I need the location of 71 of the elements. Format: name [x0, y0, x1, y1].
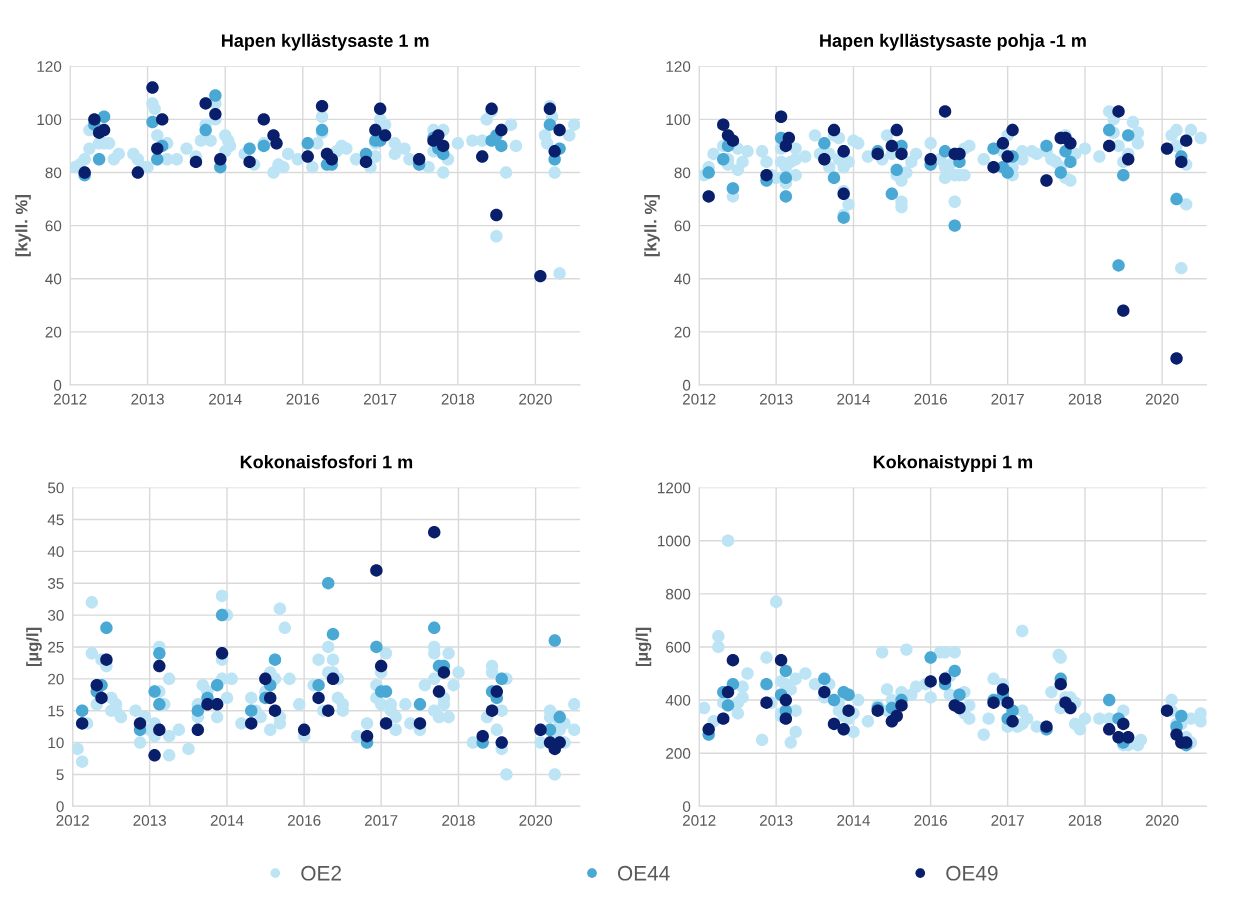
y-tick-label: 60 — [674, 220, 691, 232]
x-tick-label: 2017 — [991, 393, 1024, 405]
y-tick-label: 35 — [47, 578, 64, 589]
y-tick-label: 15 — [48, 705, 64, 717]
legend-label: OE44 — [617, 865, 670, 881]
x-tick-label: 2020 — [1145, 815, 1179, 826]
x-tick-label: 2018 — [442, 815, 475, 826]
y-tick-label: 20 — [45, 326, 62, 338]
chart-title: Kokonaistyppi 1 m — [873, 455, 1033, 472]
x-tick-label: 2014 — [209, 393, 242, 405]
y-tick-label: 20 — [48, 673, 64, 685]
y-tick-label: 800 — [666, 588, 691, 600]
x-tick-label: 2014 — [837, 393, 871, 405]
x-tick-label: 2012 — [682, 815, 716, 826]
x-tick-label: 2013 — [131, 393, 164, 405]
x-tick-label: 2017 — [991, 815, 1024, 826]
x-tick-label: 2018 — [1068, 393, 1102, 405]
y-tick-label: 120 — [37, 61, 62, 72]
x-tick-label: 2013 — [759, 815, 793, 826]
y-tick-label: 0 — [56, 801, 64, 812]
y-tick-label: 60 — [45, 220, 62, 232]
x-tick-label: 2018 — [441, 393, 475, 405]
x-tick-label: 2012 — [56, 815, 89, 826]
y-tick-label: 1200 — [658, 482, 691, 494]
y-tick-label: 30 — [47, 609, 64, 621]
y-tick-label: 45 — [47, 514, 64, 526]
x-tick-label: 2013 — [759, 393, 793, 405]
legend-label: OE49 — [946, 865, 998, 881]
y-axis-title: [µg/l] — [635, 627, 652, 667]
y-tick-label: 50 — [47, 482, 64, 494]
y-tick-label: 80 — [674, 167, 691, 179]
x-tick-label: 2016 — [287, 815, 321, 826]
x-tick-label: 2012 — [53, 393, 87, 405]
y-tick-label: 0 — [682, 379, 691, 391]
y-tick-label: 5 — [56, 769, 64, 781]
chart-title: Hapen kyllästysaste pohja -1 m — [820, 33, 1086, 51]
y-tick-label: 80 — [45, 167, 62, 179]
x-tick-label: 2017 — [363, 393, 397, 405]
x-tick-label: 2017 — [364, 815, 398, 826]
x-tick-label: 2020 — [519, 393, 552, 405]
y-tick-label: 120 — [666, 61, 691, 72]
x-tick-label: 2014 — [837, 815, 871, 826]
y-tick-label: 25 — [48, 641, 64, 653]
y-tick-label: 10 — [48, 737, 64, 749]
x-tick-label: 2012 — [682, 393, 716, 405]
x-tick-label: 2018 — [1068, 815, 1102, 826]
y-tick-label: 1000 — [658, 535, 691, 547]
y-axis-title: [µg/l] — [26, 627, 42, 667]
legend-label: OE2 — [301, 865, 341, 881]
y-tick-label: 0 — [53, 379, 62, 391]
y-tick-label: 200 — [666, 748, 691, 759]
x-tick-label: 2020 — [519, 815, 553, 826]
x-tick-label: 2016 — [914, 815, 947, 826]
y-tick-label: 400 — [665, 694, 691, 706]
chart-title: Hapen kyllästysaste 1 m — [221, 33, 429, 51]
y-tick-label: 40 — [674, 273, 691, 285]
x-tick-label: 2013 — [133, 815, 166, 826]
x-tick-label: 2016 — [286, 393, 320, 405]
y-tick-label: 40 — [47, 546, 64, 558]
y-tick-label: 600 — [666, 641, 691, 653]
y-tick-label: 20 — [674, 326, 691, 338]
x-tick-label: 2020 — [1145, 393, 1179, 405]
y-tick-label: 100 — [37, 114, 62, 126]
x-tick-label: 2014 — [210, 815, 244, 826]
y-tick-label: 100 — [666, 114, 691, 126]
y-tick-label: 0 — [682, 801, 691, 812]
chart-title: Kokonaisfosfori 1 m — [240, 455, 413, 469]
y-axis-title: [kyll. %] — [644, 195, 660, 257]
x-tick-label: 2016 — [914, 393, 947, 405]
y-axis-title: [kyll. %] — [15, 195, 31, 257]
y-tick-label: 40 — [45, 273, 62, 285]
